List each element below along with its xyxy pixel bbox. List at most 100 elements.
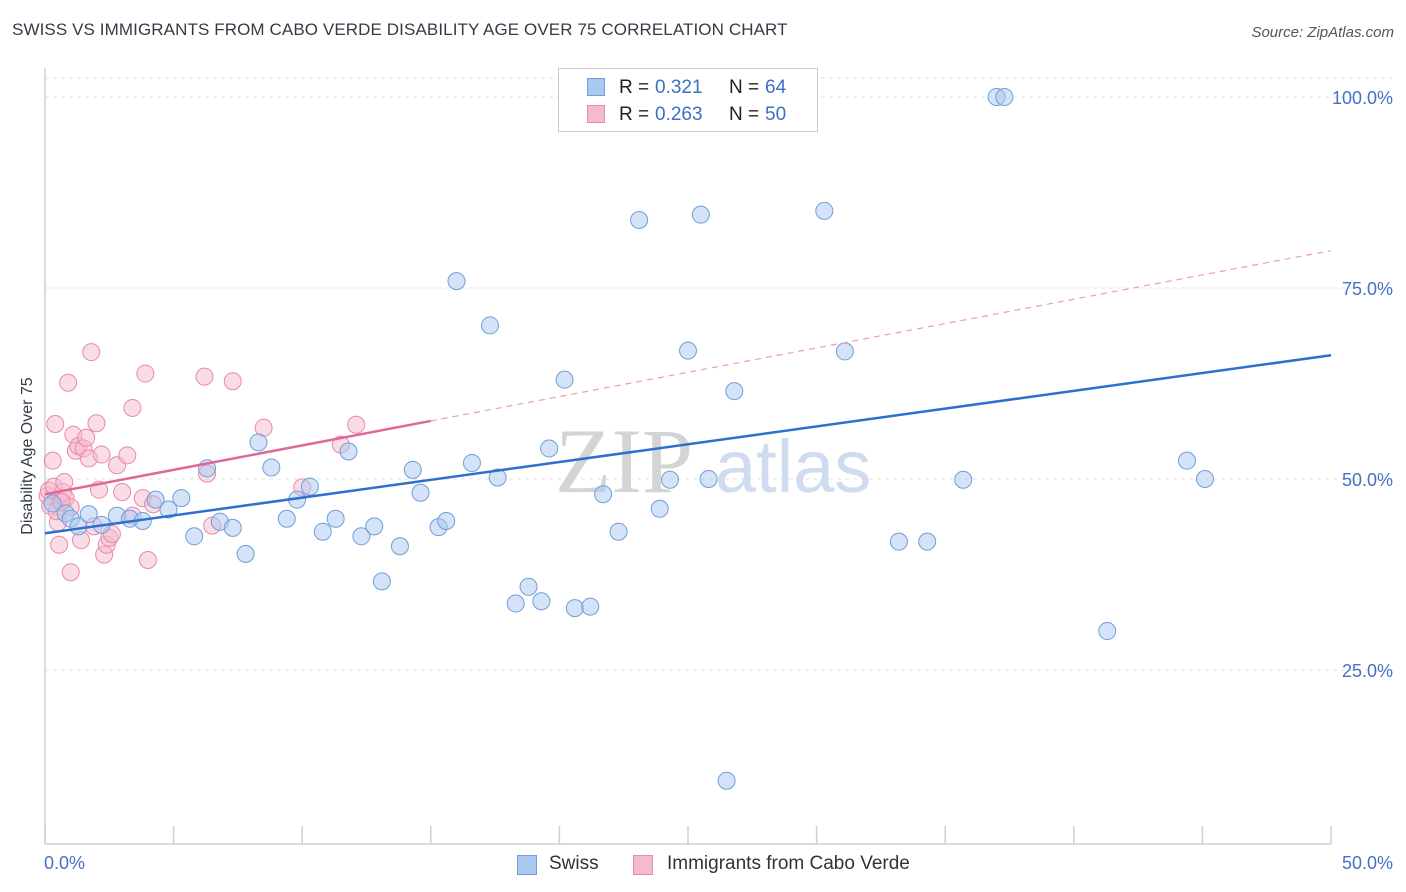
data-point-swiss [1195, 470, 1214, 488]
legend-n-value: 64 [765, 77, 787, 98]
data-point-swiss [609, 522, 628, 541]
data-point-cabo-verde [61, 563, 80, 582]
data-point-swiss [835, 342, 854, 361]
trend-line-swiss [44, 353, 1332, 535]
data-point-swiss [679, 341, 697, 360]
data-point-swiss [249, 433, 268, 452]
y-tick-label: 50.0% [1342, 470, 1393, 490]
data-point-swiss [630, 211, 649, 230]
data-point-cabo-verde [123, 398, 142, 417]
legend-r-label: R = [619, 77, 650, 98]
data-point-swiss [403, 460, 422, 479]
y-tick-label: 100.0% [1332, 88, 1393, 108]
legend-swatch-cabo-verde [633, 855, 653, 875]
chart-title: SWISS VS IMMIGRANTS FROM CABO VERDE DISA… [12, 20, 788, 39]
data-point-swiss [565, 599, 584, 618]
legend-n-value: 50 [765, 104, 787, 125]
data-point-swiss [411, 483, 430, 502]
legend-swatch-swiss [587, 78, 605, 96]
y-tick-labels: 25.0% 50.0% 75.0% 100.0% [1332, 88, 1393, 681]
x-tick-labels: 0.0% 50.0% [44, 853, 1393, 873]
data-point-swiss [277, 509, 296, 528]
data-point-cabo-verde [195, 367, 214, 386]
data-point-cabo-verde [92, 445, 111, 464]
data-point-swiss [725, 382, 744, 401]
data-point-swiss [889, 532, 908, 551]
data-point-swiss [146, 490, 165, 509]
data-point-swiss [79, 505, 98, 524]
data-point-swiss [447, 272, 466, 291]
data-point-cabo-verde [82, 343, 101, 362]
correlation-legend: R = 0.321 N = 64 R = 0.263 N = 50 [558, 68, 818, 132]
data-point-swiss [172, 489, 191, 508]
legend-row-swiss: R = 0.321 N = 64 [559, 73, 817, 101]
legend-r-label: R = [619, 104, 650, 125]
trend-line-cabo-verde [44, 419, 432, 496]
data-point-swiss [326, 509, 345, 528]
legend-r-value: 0.321 [655, 77, 703, 98]
data-point-swiss [480, 316, 499, 335]
legend-label-swiss: Swiss [549, 853, 599, 874]
data-point-swiss [532, 592, 551, 611]
data-point-cabo-verde [59, 373, 78, 392]
legend-row-cabo-verde: R = 0.263 N = 50 [559, 100, 817, 128]
watermark: ZIP atlas [555, 410, 871, 512]
data-point-cabo-verde [347, 415, 366, 434]
legend-swatch-cabo-verde [587, 105, 605, 123]
data-point-cabo-verde [55, 473, 74, 492]
legend-swatch-swiss [517, 855, 537, 875]
data-point-swiss [365, 517, 384, 536]
data-point-swiss [43, 494, 62, 513]
x-tick-label: 50.0% [1342, 853, 1393, 873]
data-point-swiss [262, 458, 281, 477]
data-point-cabo-verde [136, 364, 155, 383]
y-tick-label: 25.0% [1342, 661, 1393, 681]
x-tick-label: 0.0% [44, 853, 85, 873]
data-point-swiss [372, 572, 391, 591]
series-swiss-points [43, 88, 1214, 790]
data-point-swiss [462, 453, 481, 472]
data-point-cabo-verde [77, 428, 96, 447]
legend-label-cabo-verde: Immigrants from Cabo Verde [667, 853, 910, 874]
data-point-cabo-verde [50, 535, 69, 554]
data-point-swiss [660, 470, 679, 489]
data-point-swiss [236, 544, 255, 563]
data-point-swiss [717, 771, 736, 790]
data-point-swiss [691, 205, 710, 224]
watermark-atlas: atlas [715, 425, 871, 508]
data-point-swiss [594, 485, 613, 504]
data-point-cabo-verde [46, 414, 65, 433]
data-point-swiss [954, 470, 973, 489]
data-point-cabo-verde [223, 372, 242, 391]
data-point-swiss [995, 88, 1014, 106]
series-legend: Swiss Immigrants from Cabo Verde [0, 852, 1406, 878]
data-point-swiss [313, 522, 332, 541]
data-point-swiss [352, 527, 371, 546]
data-point-swiss [1098, 622, 1117, 641]
data-point-swiss [815, 201, 834, 220]
data-point-swiss [581, 597, 600, 616]
data-point-swiss [699, 470, 718, 488]
legend-n-label: N = [729, 77, 760, 98]
axes [44, 68, 1332, 845]
data-point-swiss [555, 370, 574, 389]
data-point-swiss [1177, 451, 1196, 470]
data-point-cabo-verde [113, 482, 132, 501]
source-label: Source: ZipAtlas.com [1251, 24, 1394, 41]
data-point-swiss [339, 442, 358, 461]
legend-r-value: 0.263 [655, 104, 703, 125]
data-point-swiss [519, 577, 538, 596]
data-point-swiss [488, 468, 507, 487]
legend-n-label: N = [729, 104, 760, 125]
data-point-swiss [506, 594, 525, 613]
y-tick-label: 75.0% [1342, 279, 1393, 299]
watermark-zip: ZIP [555, 410, 693, 512]
data-point-swiss [540, 439, 559, 458]
data-point-swiss [159, 500, 178, 519]
data-point-swiss [185, 527, 204, 546]
data-point-swiss [437, 512, 456, 531]
data-point-cabo-verde [138, 550, 157, 569]
series-cabo-verde-points [38, 343, 366, 582]
trend-line-cabo-verde-extended [430, 249, 1332, 422]
